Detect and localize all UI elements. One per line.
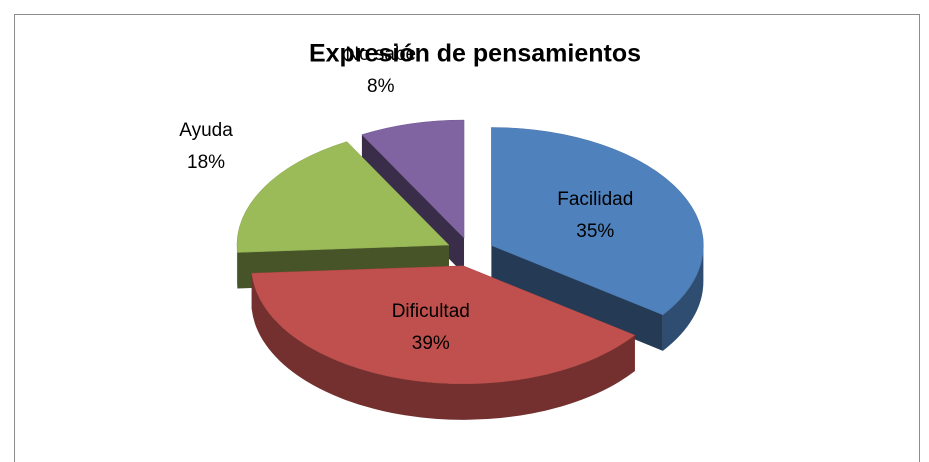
data-label-category: No sabe: [345, 44, 416, 65]
slice-top: [491, 127, 704, 316]
slice-top: [236, 141, 450, 253]
slice-top: [251, 265, 636, 385]
slice-side: [662, 245, 704, 351]
pie-slice: [251, 265, 636, 420]
chart-frame: [14, 14, 920, 462]
data-label-category: Dificultad: [392, 301, 470, 322]
slice-wall: [491, 245, 663, 351]
slice-top: [361, 119, 465, 239]
data-label-value: 8%: [367, 76, 395, 97]
data-label-value: 18%: [187, 152, 225, 173]
data-label-value: 35%: [576, 221, 614, 242]
pie-slice: [491, 127, 704, 351]
data-label-value: 39%: [412, 333, 450, 354]
data-label-category: Ayuda: [179, 120, 233, 141]
slice-side: [251, 273, 635, 420]
chart-title: Expresión de pensamientos: [309, 40, 641, 68]
data-label-category: Facilidad: [557, 189, 633, 210]
